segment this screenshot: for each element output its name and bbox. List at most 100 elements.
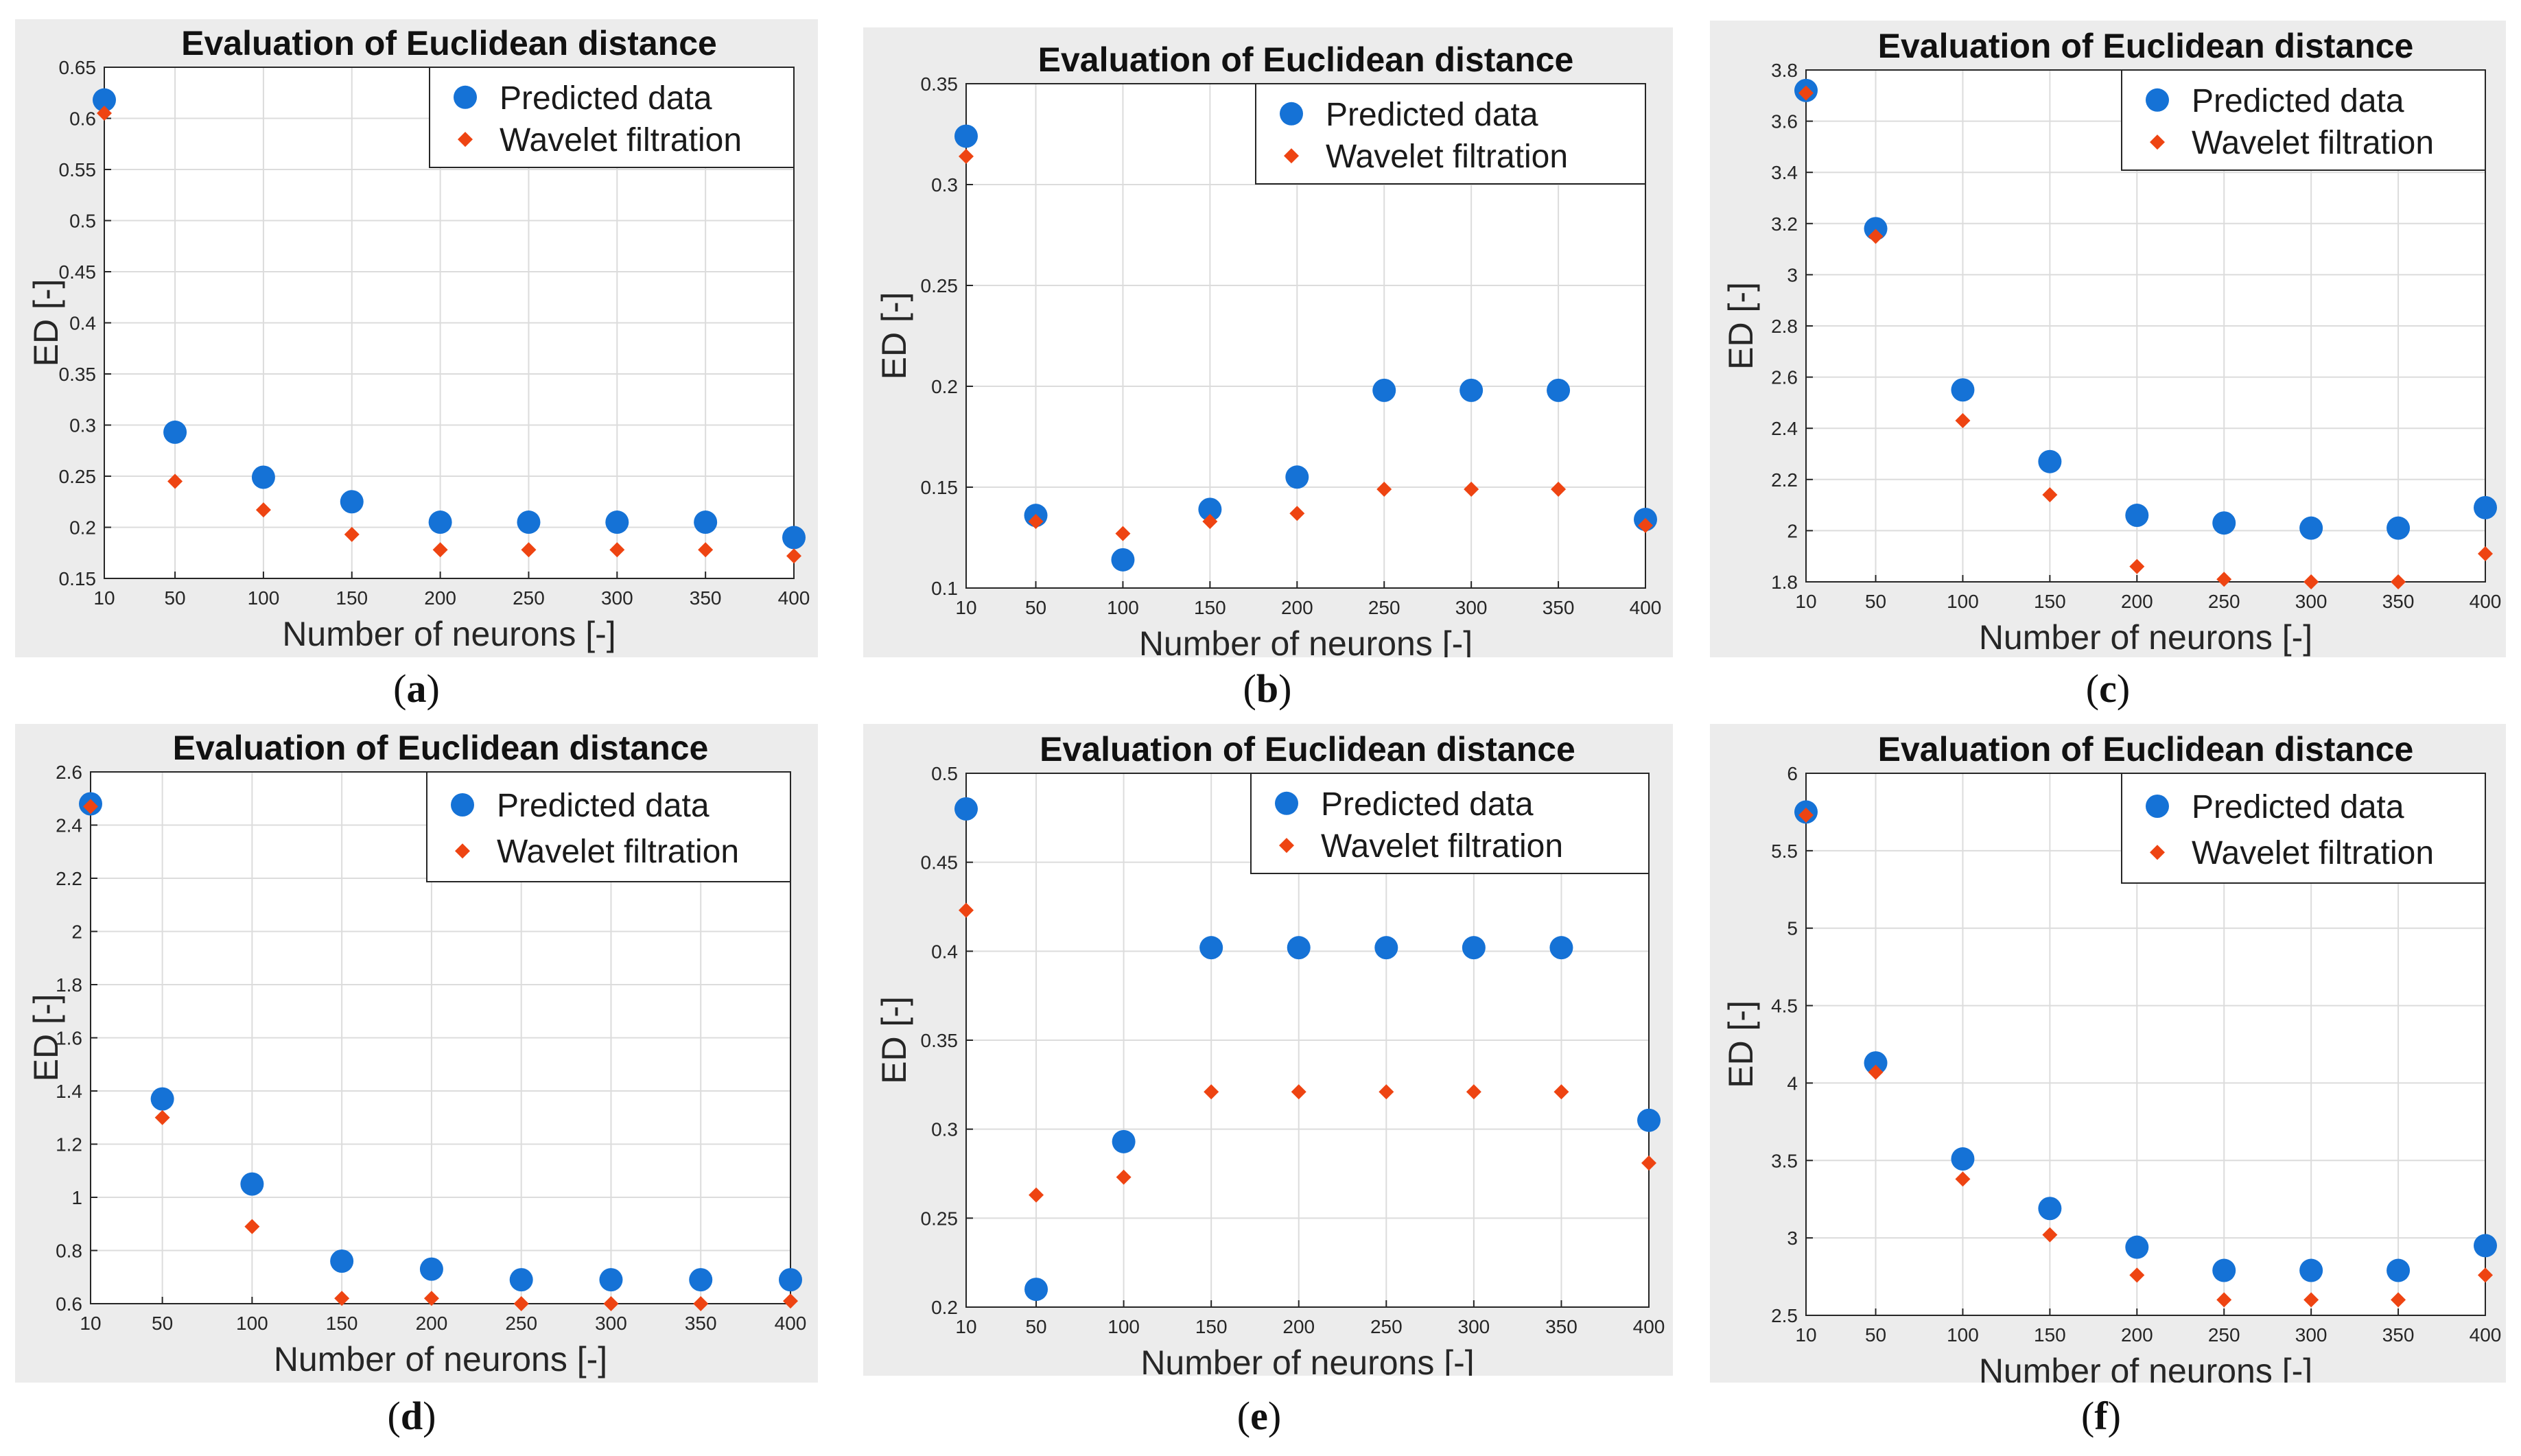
y-tick-label: 1.6 <box>56 1028 82 1049</box>
y-tick-label: 2 <box>1787 520 1798 541</box>
predicted-point <box>2474 495 2497 519</box>
wavelet-point <box>1028 513 1044 529</box>
y-tick-label: 1.4 <box>56 1081 82 1102</box>
y-tick-label: 2.6 <box>1771 367 1798 388</box>
predicted-point <box>954 124 978 148</box>
wavelet-point <box>2478 1267 2493 1283</box>
caption-b-letter: b <box>1256 666 1279 711</box>
wavelet-point <box>693 1296 709 1311</box>
y-tick-label: 2.2 <box>56 868 82 889</box>
wavelet-point <box>2303 1292 2319 1308</box>
wavelet-point <box>2216 572 2232 587</box>
wavelet-point <box>154 1109 170 1125</box>
y-tick-label: 0.45 <box>59 261 97 283</box>
wavelet-point <box>255 502 271 518</box>
predicted-point <box>1547 378 1571 402</box>
predicted-point <box>2387 516 2411 540</box>
chart-panel-e: 10 50 100 150 200 250 300 350 400 0.2 0.25 0.3 0.35 0… <box>863 724 1673 1376</box>
legend-predicted-label: Predicted data <box>2192 789 2404 825</box>
wavelet-point <box>244 1219 260 1234</box>
wavelet-point <box>783 1293 798 1309</box>
y-tick-label: 0.5 <box>69 211 96 232</box>
y-tick-label: 1.8 <box>1771 572 1798 593</box>
y-tick-label: 0.15 <box>59 568 97 589</box>
legend-predicted-marker <box>451 793 474 817</box>
wavelet-point <box>1868 1064 1884 1080</box>
predicted-point <box>779 1268 802 1292</box>
wavelet-point <box>344 526 360 542</box>
wavelet-point <box>603 1296 619 1311</box>
predicted-point <box>1112 1129 1136 1153</box>
chart-panel-a: 10 50 100 150 200 250 300 350 400 0.15 0.2 0.25 0.3 0… <box>15 19 818 657</box>
x-tick-label: 150 <box>1194 597 1226 618</box>
predicted-point <box>689 1268 713 1292</box>
predicted-point <box>1951 1147 1975 1171</box>
y-axis-label: ED [-] <box>875 996 913 1084</box>
wavelet-point <box>1553 1084 1569 1100</box>
chart-e: 10 50 100 150 200 250 300 350 400 0.2 0.25 0.3 0.35 0… <box>875 730 1665 1376</box>
y-axis-label: ED [-] <box>27 279 65 367</box>
wavelet-point <box>2391 574 2406 589</box>
predicted-point <box>419 1257 443 1281</box>
y-tick-label: 0.3 <box>931 1119 958 1140</box>
wavelet-point <box>698 542 714 558</box>
caption-b: (b) <box>1199 666 1336 712</box>
predicted-point <box>1462 936 1486 960</box>
y-tick-label: 3.4 <box>1771 162 1798 183</box>
y-tick-label: 0.8 <box>56 1241 82 1262</box>
wavelet-point <box>1115 526 1131 541</box>
x-tick-label: 10 <box>1795 1324 1816 1346</box>
x-tick-label: 400 <box>1633 1316 1665 1337</box>
caption-f: (f) <box>2032 1393 2170 1439</box>
y-tick-label: 3 <box>1787 1228 1798 1249</box>
x-axis-label: Number of neurons [-] <box>282 615 615 653</box>
y-axis-label: ED [-] <box>1722 282 1760 370</box>
x-tick-label: 400 <box>2470 591 2502 612</box>
predicted-point <box>93 88 116 112</box>
wavelet-point <box>2042 1227 2058 1243</box>
x-tick-label: 100 <box>248 587 280 609</box>
legend-box <box>2121 69 2486 171</box>
x-axis-label: Number of neurons [-] <box>1979 618 2312 657</box>
x-tick-label: 150 <box>1195 1316 1228 1337</box>
wavelet-point <box>1638 517 1653 533</box>
y-tick-label: 0.35 <box>921 73 959 95</box>
chart-panel-c: 10 50 100 150 200 250 300 350 400 1.8 2 2.2 2.4 2.6 2.… <box>1710 21 2506 657</box>
y-tick-label: 0.2 <box>931 376 958 397</box>
y-tick-label: 2.6 <box>56 762 82 783</box>
legend-wavelet-marker <box>458 132 473 148</box>
predicted-point <box>1864 1051 1888 1075</box>
y-tick-label: 0.35 <box>59 364 97 385</box>
wavelet-point <box>786 548 801 564</box>
caption-b-open: ( <box>1243 666 1256 711</box>
y-tick-label: 2.2 <box>1771 469 1798 491</box>
wavelet-point <box>1202 513 1218 529</box>
x-tick-label: 400 <box>778 587 810 609</box>
predicted-point <box>2299 516 2323 540</box>
chart-panel-b: 10 50 100 150 200 250 300 350 400 0.1 0.15 0.2 0.25 0… <box>863 27 1673 657</box>
chart-b: 10 50 100 150 200 250 300 350 400 0.1 0.15 0.2 0.25 0… <box>875 40 1661 657</box>
predicted-point <box>1285 465 1309 489</box>
predicted-point <box>163 420 187 444</box>
caption-f-open: ( <box>2081 1394 2095 1438</box>
caption-d-open: ( <box>387 1394 401 1438</box>
legend-box <box>426 771 791 882</box>
legend-predicted-label: Predicted data <box>1321 786 1534 823</box>
y-axis-label: ED [-] <box>1722 1000 1760 1088</box>
wavelet-point <box>2216 1292 2232 1308</box>
wavelet-point <box>1551 481 1567 497</box>
x-tick-label: 350 <box>2382 591 2415 612</box>
caption-d-close: ) <box>423 1394 436 1438</box>
y-tick-label: 5.5 <box>1771 841 1798 862</box>
chart-c: 10 50 100 150 200 250 300 350 400 1.8 2 2.2 2.4 2.6 2.… <box>1722 27 2502 657</box>
y-tick-label: 0.35 <box>921 1030 959 1051</box>
wavelet-point <box>1464 481 1479 497</box>
wavelet-point <box>432 542 448 558</box>
legend-predicted-label: Predicted data <box>497 788 710 824</box>
x-tick-label: 100 <box>1107 597 1139 618</box>
predicted-point <box>1864 217 1888 241</box>
wavelet-point <box>1376 481 1392 497</box>
predicted-point <box>1287 936 1311 960</box>
legend-wavelet-label: Wavelet filtration <box>500 122 742 158</box>
y-tick-label: 2.5 <box>1771 1305 1798 1326</box>
